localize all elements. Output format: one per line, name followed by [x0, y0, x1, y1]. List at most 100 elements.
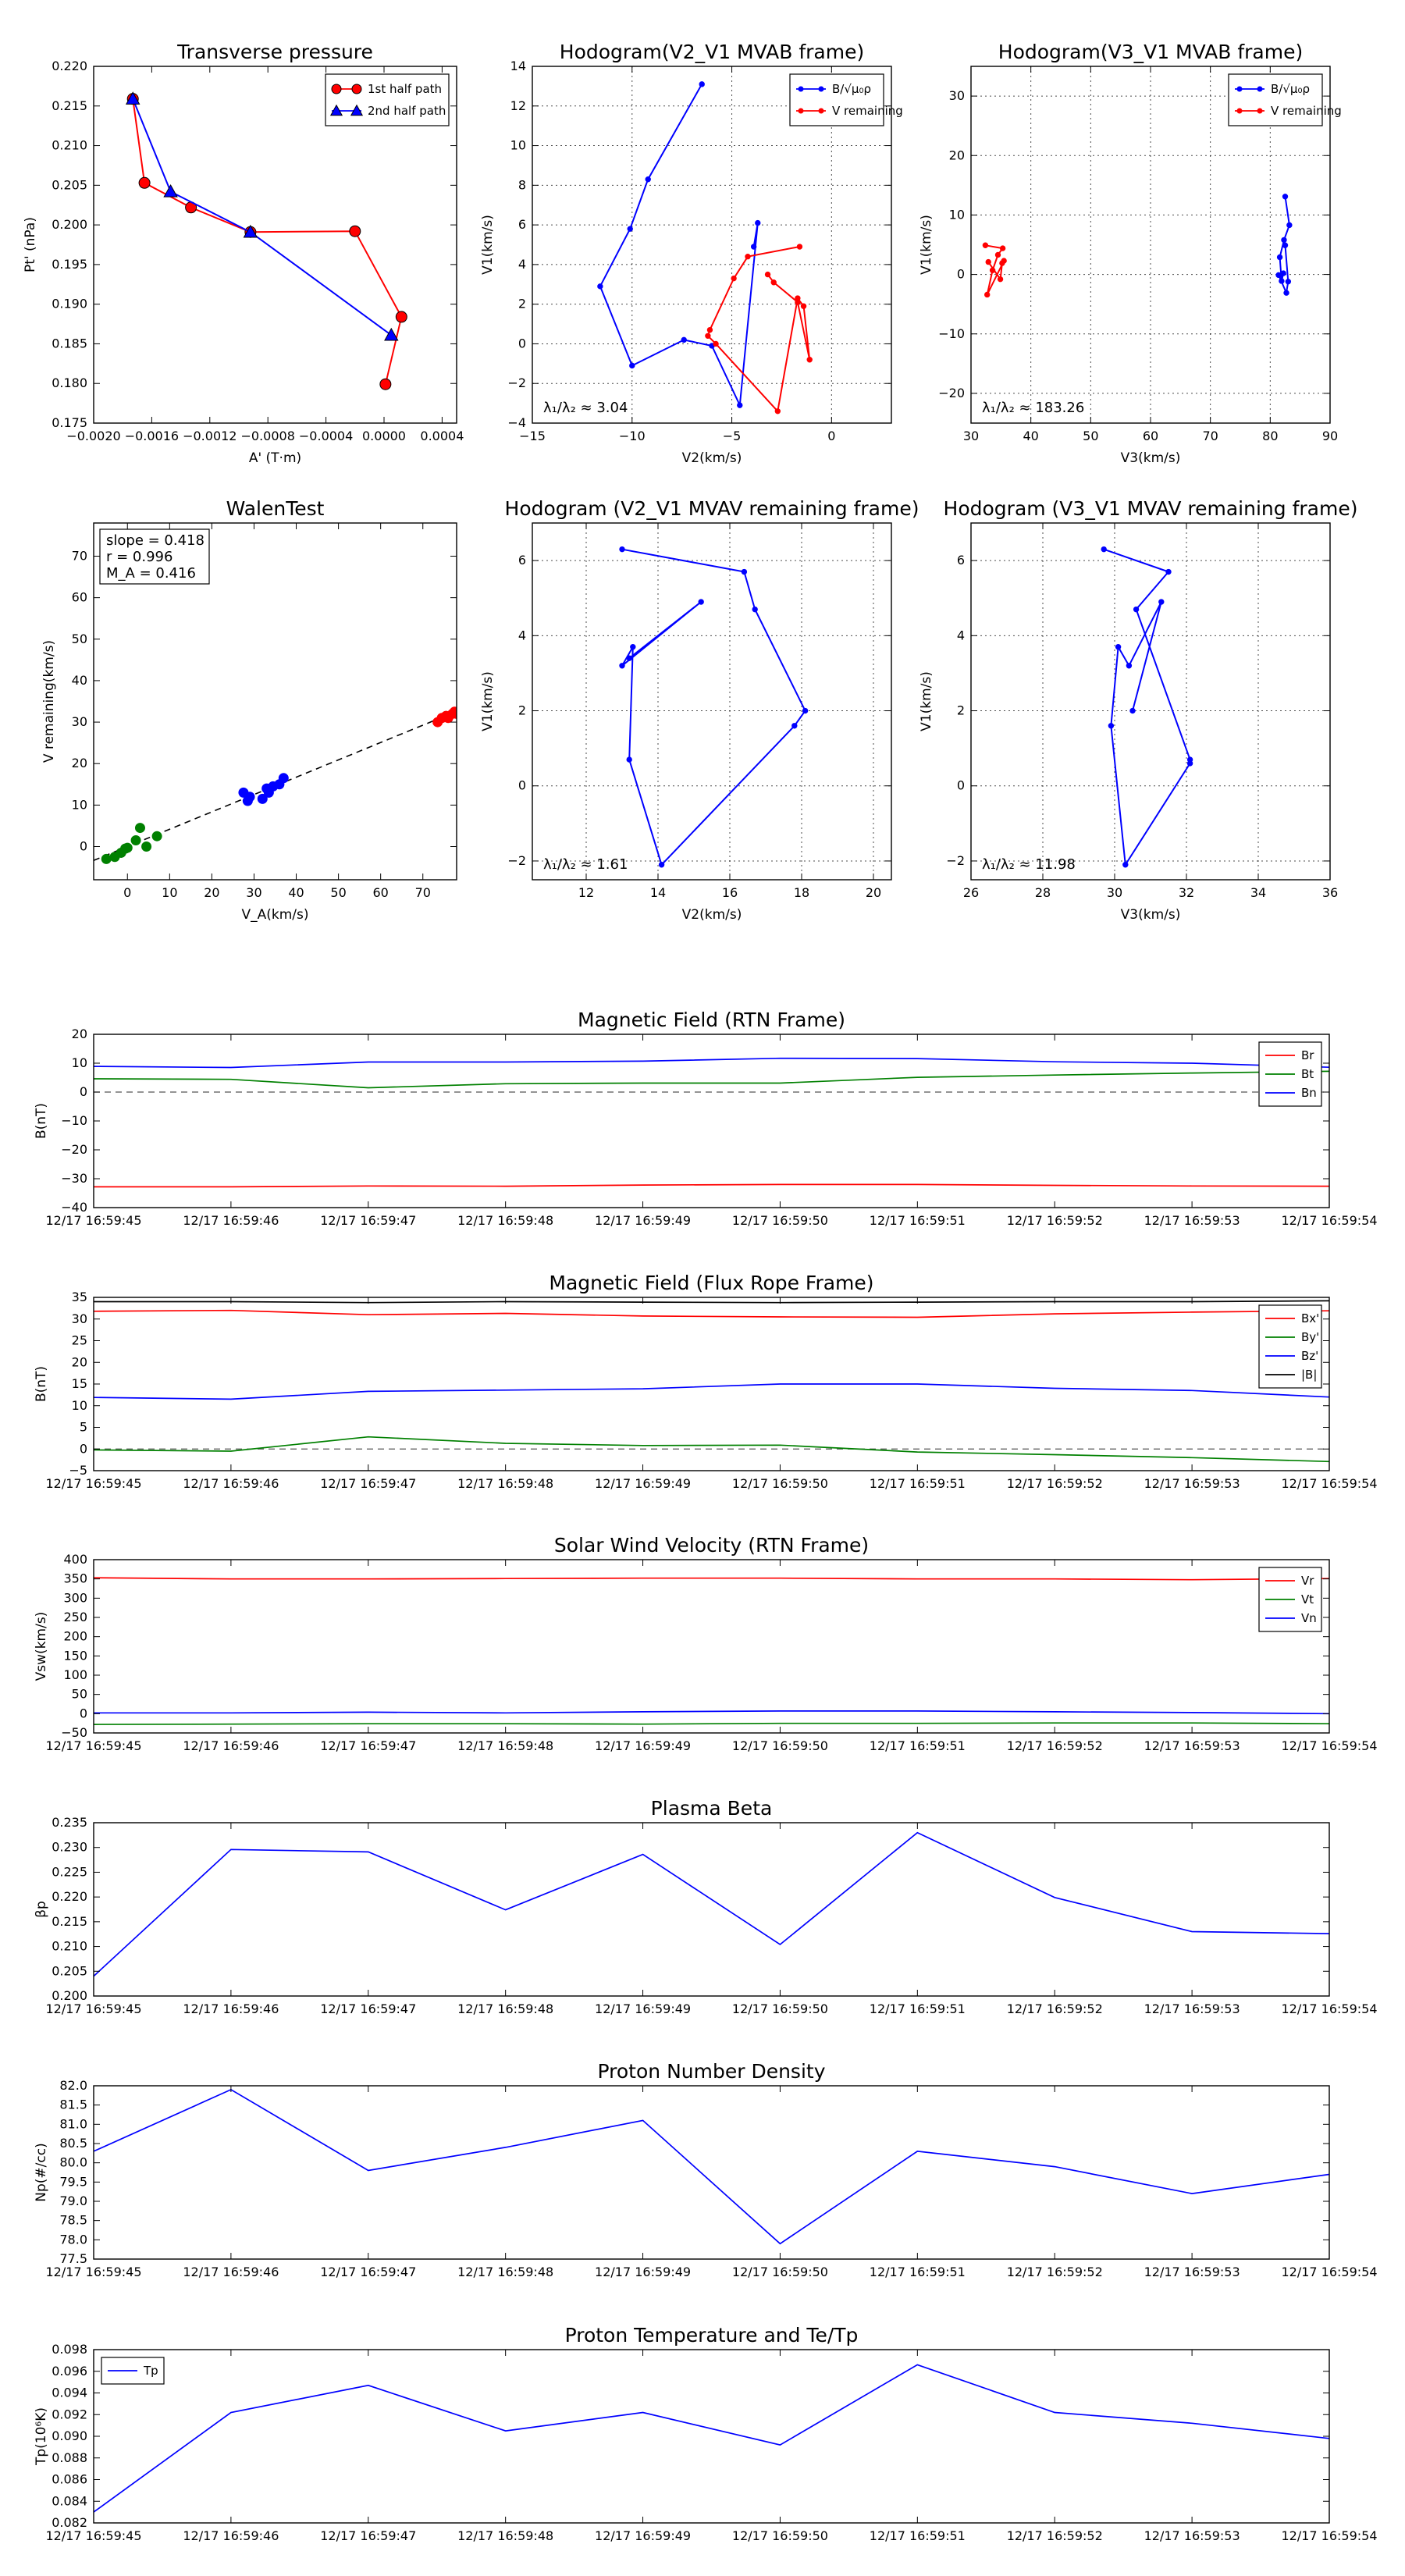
x-tick-label: 0.0000 — [362, 429, 406, 443]
y-tick-label: 5 — [80, 1420, 87, 1435]
y-tick-label: 0.180 — [52, 375, 87, 390]
legend: 1st half path 2nd half path — [325, 73, 450, 126]
y-tick-label: 0 — [80, 838, 87, 853]
legend-label: Vt — [1301, 1592, 1314, 1606]
y-tick-label: 0.235 — [52, 1815, 87, 1830]
data-point — [629, 362, 635, 369]
legend-label: Tp — [143, 2364, 158, 2378]
x-tick-label: 12/17 16:59:51 — [870, 2001, 966, 2016]
x-tick-label: 12/17 16:59:50 — [732, 1213, 828, 1228]
y-tick-label: 0.098 — [52, 2342, 87, 2357]
data-point — [384, 327, 399, 341]
chart-title: Proton Number Density — [598, 2060, 826, 2083]
y-tick-label: 0.210 — [52, 138, 87, 153]
y-tick-label: 30 — [949, 88, 965, 103]
data-point — [122, 842, 133, 853]
x-tick-label: 12/17 16:59:48 — [457, 2265, 553, 2279]
chart-title: Plasma Beta — [651, 1797, 773, 1820]
data-point — [1276, 254, 1283, 261]
y-tick-label: 150 — [63, 1648, 87, 1663]
y-tick-label: 250 — [63, 1610, 87, 1624]
y-axis-label: Vsw(km/s) — [34, 1612, 49, 1681]
series-line-Np — [94, 2088, 1329, 2245]
x-tick-label: 32 — [1179, 885, 1194, 900]
axes-frame — [93, 1559, 1330, 1734]
data-point — [379, 378, 392, 390]
legend-marker — [329, 104, 343, 116]
x-tick-label: 12/17 16:59:53 — [1144, 1738, 1240, 1753]
x-tick-label: 12/17 16:59:53 — [1144, 2265, 1240, 2279]
series-line-beta — [94, 1831, 1329, 1977]
x-axis-label: V2(km/s) — [682, 907, 742, 923]
series-line-Vt — [94, 1722, 1329, 1725]
y-axis-label: Pt' (nPa) — [23, 217, 38, 272]
x-tick-label: 12/17 16:59:46 — [183, 1476, 279, 1491]
legend-marker — [331, 84, 342, 94]
legend-label: B/√μ₀ρ — [832, 82, 871, 96]
legend-marker — [351, 84, 362, 94]
chart-np: Proton Number Density 12/17 16:59:45 12/17… — [34, 2060, 1378, 2279]
data-point — [451, 708, 457, 719]
series-line-Bn — [94, 1057, 1329, 1069]
axes-frame — [93, 66, 457, 424]
y-tick-label: 4 — [518, 257, 526, 272]
x-tick-label: 12/17 16:59:54 — [1281, 1476, 1377, 1491]
x-tick-label: 50 — [330, 885, 346, 900]
data-point — [795, 299, 801, 305]
y-axis-label: B(nT) — [34, 1366, 49, 1402]
data-point — [163, 184, 178, 197]
legend-marker — [798, 86, 804, 92]
y-tick-label: −2 — [507, 375, 526, 390]
y-tick-label: 81.5 — [59, 2097, 87, 2112]
x-tick-label: 12/17 16:59:52 — [1007, 2265, 1103, 2279]
legend-marker — [1236, 86, 1243, 92]
x-tick-label: 12/17 16:59:48 — [457, 2001, 553, 2016]
x-tick-label: 12/17 16:59:54 — [1281, 2528, 1377, 2543]
x-tick-label: 16 — [722, 885, 738, 900]
y-tick-label: 0.086 — [52, 2472, 87, 2487]
x-tick-label: 12/17 16:59:53 — [1144, 1213, 1240, 1228]
y-tick-label: 40 — [72, 673, 87, 688]
stats-box — [99, 528, 210, 585]
data-point — [698, 599, 704, 605]
data-point — [985, 258, 991, 265]
x-tick-label: 40 — [288, 885, 304, 900]
chart-title: Solar Wind Velocity (RTN Frame) — [554, 1534, 869, 1557]
axes-frame — [93, 1822, 1330, 1997]
x-tick-label: 12/17 16:59:51 — [870, 1213, 966, 1228]
x-tick-label: 12/17 16:59:51 — [870, 2528, 966, 2543]
x-tick-label: 12/17 16:59:54 — [1281, 1738, 1377, 1753]
x-tick-label: 50 — [1083, 429, 1098, 443]
y-tick-label: 0 — [957, 267, 965, 282]
x-tick-label: 12/17 16:59:49 — [595, 2528, 691, 2543]
y-tick-label: 80.0 — [59, 2155, 87, 2170]
y-tick-label: −40 — [61, 1200, 87, 1215]
y-tick-label: 0.090 — [52, 2428, 87, 2443]
x-tick-label: 12/17 16:59:47 — [320, 2528, 416, 2543]
y-tick-label: −4 — [507, 415, 526, 430]
x-tick-label: 18 — [794, 885, 809, 900]
x-axis-label: A' (T·m) — [249, 450, 301, 466]
x-tick-label: 12/17 16:59:50 — [732, 2001, 828, 2016]
x-tick-label: 12/17 16:59:47 — [320, 1738, 416, 1753]
y-tick-label: 8 — [518, 177, 526, 192]
x-tick-label: 28 — [1035, 885, 1051, 900]
x-tick-label: 12/17 16:59:52 — [1007, 2001, 1103, 2016]
y-axis-label: V1(km/s) — [919, 215, 934, 275]
y-tick-label: 60 — [72, 590, 87, 605]
chart-bfr: Magnetic Field (Flux Rope Frame) 12/17 16… — [34, 1272, 1378, 1491]
x-tick-label: 12/17 16:59:47 — [320, 2265, 416, 2279]
x-tick-label: 20 — [866, 885, 881, 900]
x-tick-label: 12/17 16:59:47 — [320, 2001, 416, 2016]
x-tick-label: 12/17 16:59:46 — [183, 2528, 279, 2543]
legend-marker — [798, 108, 804, 114]
y-axis-label: V1(km/s) — [919, 671, 934, 731]
y-tick-label: 0 — [518, 778, 526, 793]
x-tick-label: 12/17 16:59:52 — [1007, 1213, 1103, 1228]
y-tick-label: 10 — [949, 207, 965, 222]
y-tick-label: 10 — [72, 1055, 87, 1070]
legend-label: Br — [1301, 1048, 1314, 1062]
data-point — [997, 276, 1004, 283]
y-tick-label: 0.210 — [52, 1939, 87, 1954]
